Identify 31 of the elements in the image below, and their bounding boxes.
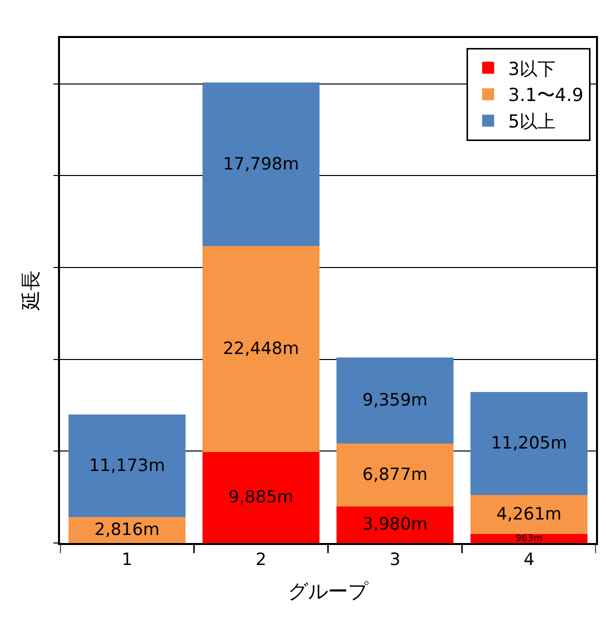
bar: [68, 414, 186, 518]
bar: [202, 452, 320, 543]
data-label: 3,980m: [362, 514, 428, 535]
bar: [68, 517, 186, 543]
bar: [470, 392, 588, 496]
bar: [470, 534, 588, 543]
bar: [336, 506, 454, 543]
data-label: 11,173m: [88, 456, 166, 476]
data-label: 9,359m: [362, 390, 428, 410]
legend-label: 3.1〜4.9: [508, 85, 584, 106]
bar: [470, 495, 588, 534]
data-label: 2,816m: [94, 520, 160, 540]
data-label: 9,885m: [228, 488, 294, 508]
bar: [202, 82, 320, 246]
x-tick-label: 2: [256, 550, 266, 570]
data-label: 963m: [516, 533, 542, 544]
data-label: 6,877m: [362, 464, 428, 485]
data-label: 17,798m: [222, 154, 300, 174]
bar: [336, 443, 454, 506]
x-tick-label: 3: [390, 550, 400, 570]
data-label: 22,448m: [222, 339, 300, 360]
x-tick-label: 4: [524, 550, 534, 570]
x-tick-label: 1: [122, 550, 132, 570]
legend-label: 5以上: [508, 112, 556, 133]
legend-label: 3以下: [508, 58, 556, 80]
data-label: 11,205m: [490, 434, 568, 454]
bar: [202, 246, 320, 452]
y-axis-title: 延長: [18, 270, 42, 312]
data-label: 4,261m: [496, 504, 562, 525]
bar: [336, 357, 454, 444]
x-axis-title: グループ: [288, 579, 369, 604]
